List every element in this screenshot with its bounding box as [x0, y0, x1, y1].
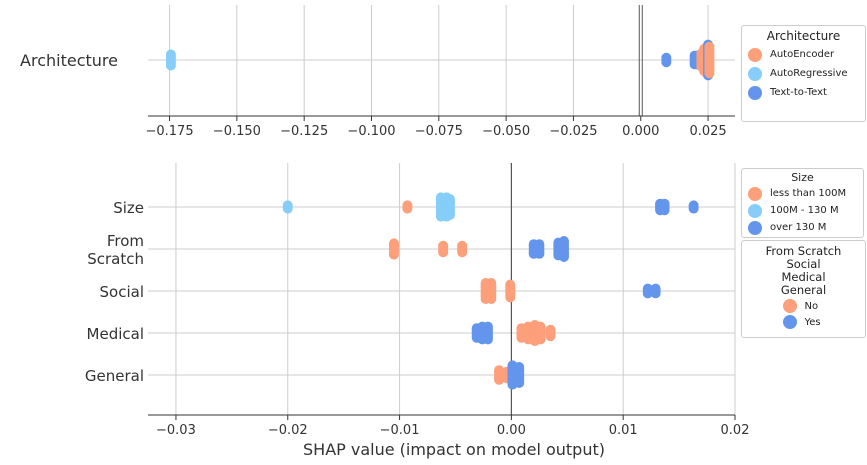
legend-swatch — [748, 66, 762, 81]
legend-label: over 130 M — [770, 222, 827, 233]
feature-label: Architecture — [20, 51, 118, 70]
legend-label: Text-to-Text — [770, 87, 827, 98]
shap-point — [402, 203, 413, 214]
shap-point — [704, 68, 715, 79]
legend-label: AutoEncoder — [770, 49, 835, 60]
shap-point — [642, 288, 653, 299]
legend-item-autoencoder: AutoEncoder — [742, 45, 865, 64]
legend-item-over-130m: over 130 M — [742, 219, 863, 236]
x-tick-label: −0.025 — [549, 124, 597, 139]
x-tick-label: −0.175 — [145, 124, 193, 139]
shap-point — [535, 334, 546, 345]
bottom-chart-points — [282, 192, 699, 390]
legend-item-autoregressive: AutoRegressive — [742, 64, 865, 83]
legend-size-title: Size — [791, 171, 814, 184]
x-tick-label: −0.03 — [156, 423, 196, 438]
shap-point — [534, 248, 545, 259]
legend-label: Yes — [804, 316, 821, 328]
x-axis-label: SHAP value (impact on model output) — [303, 440, 605, 459]
top-chart-grid — [148, 5, 735, 116]
legend-item-text-to-text: Text-to-Text — [742, 83, 865, 102]
shap-point — [545, 331, 556, 342]
x-tick-label: −0.050 — [482, 124, 530, 139]
shap-point — [388, 249, 399, 260]
legend-swatch — [748, 85, 762, 100]
shap-point — [514, 378, 525, 388]
feature-label: Scratch — [87, 250, 144, 268]
legend-label: 100M - 130 M — [770, 205, 839, 216]
x-tick-label: −0.125 — [280, 124, 328, 139]
shap-point — [482, 334, 493, 345]
legend-architecture: Architecture AutoEncoder AutoRegressive … — [741, 25, 866, 122]
shap-point — [659, 205, 670, 216]
top-chart-points — [165, 39, 715, 81]
x-tick-label: −0.01 — [380, 423, 420, 438]
legend-item-yes: Yes — [742, 314, 865, 330]
legend-swatch — [748, 220, 762, 235]
shap-point — [444, 210, 455, 220]
legend-item-100m-130m: 100M - 130 M — [742, 202, 863, 219]
legend-label: less than 100M — [770, 188, 847, 199]
feature-label: Social — [100, 283, 144, 301]
shap-point — [438, 247, 449, 258]
legend-label: No — [804, 300, 819, 312]
x-tick-label: 0.02 — [721, 423, 750, 438]
legend-binary-title: From Scratch Social Medical General — [765, 244, 842, 297]
legend-size: Size less than 100M 100M - 130 M over 13… — [741, 168, 864, 238]
x-tick-label: 0.01 — [609, 423, 638, 438]
bottom-chart-axis: −0.03 −0.02 −0.01 0.00 0.01 0.02 Size FromScrat… — [85, 199, 750, 438]
legend-label: AutoRegressive — [770, 68, 848, 79]
legend-swatch — [782, 315, 797, 329]
legend-item-less-than-100m: less than 100M — [742, 185, 863, 202]
x-tick-label: 0.00 — [497, 423, 526, 438]
legend-swatch — [748, 203, 762, 218]
shap-point — [505, 292, 516, 303]
shap-point — [486, 294, 497, 304]
feature-label: From — [107, 232, 144, 250]
x-tick-label: −0.075 — [415, 124, 463, 139]
shap-point — [457, 247, 468, 258]
shap-point — [494, 374, 505, 385]
feature-label: Size — [113, 199, 144, 217]
legend-binary-features: From Scratch Social Medical General No Y… — [741, 240, 866, 338]
feature-label: General — [85, 367, 144, 385]
shap-point — [282, 203, 293, 214]
shap-point — [558, 252, 569, 262]
legend-swatch — [782, 299, 797, 313]
x-tick-label: −0.100 — [347, 124, 395, 139]
x-tick-label: 0.000 — [622, 124, 659, 139]
feature-label: Medical — [87, 325, 144, 343]
top-chart-axis: −0.175 −0.150 −0.125 −0.100 −0.075 −0.050 −0.0… — [20, 51, 735, 139]
legend-swatch — [748, 47, 762, 62]
shap-point — [165, 60, 176, 71]
shap-point — [688, 203, 699, 214]
legend-item-no: No — [742, 298, 865, 314]
x-tick-label: 0.025 — [689, 124, 726, 139]
x-tick-label: −0.150 — [213, 124, 261, 139]
shap-point — [650, 288, 661, 299]
shap-point — [661, 57, 672, 68]
legend-architecture-title: Architecture — [766, 29, 841, 43]
x-tick-label: −0.02 — [268, 423, 308, 438]
legend-swatch — [748, 186, 762, 201]
